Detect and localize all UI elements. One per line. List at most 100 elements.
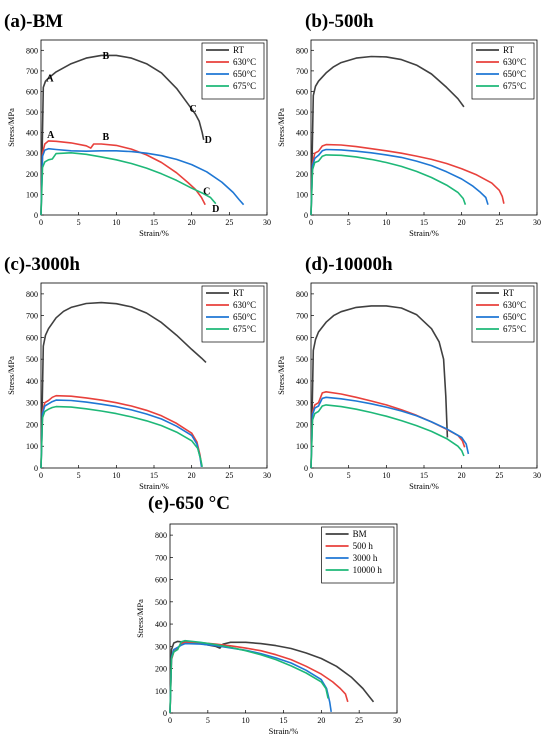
x-tick-label: 15 bbox=[150, 218, 158, 227]
legend-label: 10000 h bbox=[353, 565, 383, 575]
y-tick-label: 200 bbox=[155, 665, 167, 674]
y-tick-label: 0 bbox=[34, 464, 38, 473]
series-line-3 bbox=[40, 147, 245, 216]
point-annotation: C bbox=[203, 186, 210, 197]
x-tick-label: 15 bbox=[150, 471, 158, 480]
x-tick-label: 30 bbox=[393, 716, 401, 725]
series-line-2 bbox=[40, 140, 206, 216]
series-line-1 bbox=[169, 640, 375, 714]
y-tick-label: 400 bbox=[155, 620, 167, 629]
x-tick-label: 25 bbox=[495, 218, 503, 227]
legend: RT 630°C 650°C 675°C bbox=[201, 285, 265, 343]
y-tick-label: 0 bbox=[304, 464, 308, 473]
x-tick-label: 0 bbox=[39, 218, 43, 227]
y-tick-label: 500 bbox=[296, 108, 308, 117]
series-line-1 bbox=[40, 54, 205, 216]
y-tick-label: 800 bbox=[26, 46, 38, 55]
x-tick-label: 15 bbox=[420, 218, 428, 227]
x-axis-label: Strain/% bbox=[269, 726, 299, 736]
x-tick-label: 20 bbox=[458, 218, 466, 227]
y-tick-label: 700 bbox=[26, 67, 38, 76]
x-tick-label: 25 bbox=[495, 471, 503, 480]
legend-label: RT bbox=[233, 45, 244, 55]
y-tick-label: 500 bbox=[26, 108, 38, 117]
legend: RT 630°C 650°C 675°C bbox=[471, 42, 535, 100]
x-tick-label: 30 bbox=[263, 471, 271, 480]
x-tick-label: 0 bbox=[39, 471, 43, 480]
legend-box bbox=[321, 526, 395, 584]
y-tick-label: 0 bbox=[304, 211, 308, 220]
x-tick-label: 10 bbox=[382, 471, 390, 480]
x-tick-label: 25 bbox=[225, 218, 233, 227]
y-tick-label: 800 bbox=[296, 290, 308, 299]
y-axis-label: Stress/MPa bbox=[276, 356, 286, 395]
x-tick-label: 0 bbox=[309, 218, 313, 227]
x-axis-label: Strain/% bbox=[139, 481, 169, 491]
panel-title: (e)-650 °C bbox=[148, 493, 230, 514]
x-tick-label: 25 bbox=[225, 471, 233, 480]
y-tick-label: 0 bbox=[34, 211, 38, 220]
y-tick-label: 700 bbox=[296, 67, 308, 76]
legend-box bbox=[471, 42, 535, 100]
y-tick-label: 500 bbox=[155, 598, 167, 607]
legend-label: 675°C bbox=[503, 81, 526, 91]
y-tick-label: 100 bbox=[296, 442, 308, 451]
series-line-2 bbox=[40, 394, 203, 469]
y-tick-label: 800 bbox=[155, 531, 167, 540]
x-tick-label: 5 bbox=[206, 716, 210, 725]
y-tick-label: 700 bbox=[296, 312, 308, 321]
point-annotation: D bbox=[205, 135, 212, 146]
panel-title: (d)-10000h bbox=[305, 254, 393, 275]
series-line-4 bbox=[310, 154, 467, 216]
series-line-2 bbox=[310, 390, 466, 469]
x-tick-label: 30 bbox=[533, 218, 541, 227]
y-tick-label: 400 bbox=[296, 377, 308, 386]
x-tick-label: 20 bbox=[188, 218, 196, 227]
x-tick-label: 25 bbox=[355, 716, 363, 725]
legend-label: 675°C bbox=[233, 81, 256, 91]
x-tick-label: 10 bbox=[112, 218, 120, 227]
series-line-2 bbox=[310, 143, 505, 216]
legend: RT 630°C 650°C 675°C bbox=[471, 285, 535, 343]
series-line-4 bbox=[40, 405, 203, 469]
point-annotation: B bbox=[102, 132, 109, 143]
x-tick-label: 5 bbox=[77, 218, 81, 227]
y-tick-label: 100 bbox=[155, 687, 167, 696]
series-line-4 bbox=[40, 152, 217, 216]
series-line-4 bbox=[310, 404, 465, 469]
legend: RT 630°C 650°C 675°C bbox=[201, 42, 265, 100]
y-axis-label: Stress/MPa bbox=[135, 599, 145, 638]
point-annotation: A bbox=[46, 74, 54, 85]
legend-box bbox=[201, 42, 265, 100]
y-tick-label: 700 bbox=[26, 312, 38, 321]
y-tick-label: 800 bbox=[296, 46, 308, 55]
y-tick-label: 800 bbox=[26, 290, 38, 299]
panel-title: (b)-500h bbox=[305, 11, 374, 32]
y-tick-label: 200 bbox=[296, 170, 308, 179]
legend-label: 650°C bbox=[233, 312, 256, 322]
y-tick-label: 600 bbox=[296, 333, 308, 342]
legend-label: 650°C bbox=[233, 69, 256, 79]
legend-label: 500 h bbox=[353, 541, 374, 551]
legend-label: RT bbox=[503, 288, 514, 298]
y-tick-label: 500 bbox=[26, 355, 38, 364]
legend-label: 3000 h bbox=[353, 553, 378, 563]
series-line-3 bbox=[40, 399, 203, 469]
legend-label: 630°C bbox=[503, 57, 526, 67]
x-tick-label: 10 bbox=[112, 471, 120, 480]
point-annotation: A bbox=[47, 130, 55, 141]
chart-panel-1: (a)-BM0 5 10 15 20 25 300100200300400500600700… bbox=[4, 11, 271, 238]
legend-box bbox=[471, 285, 535, 343]
y-tick-label: 300 bbox=[296, 399, 308, 408]
series-line-1 bbox=[40, 301, 207, 469]
y-tick-label: 200 bbox=[296, 420, 308, 429]
y-tick-label: 400 bbox=[26, 377, 38, 386]
legend-box bbox=[201, 285, 265, 343]
y-tick-label: 100 bbox=[296, 190, 308, 199]
y-tick-label: 300 bbox=[296, 149, 308, 158]
y-tick-label: 200 bbox=[26, 170, 38, 179]
